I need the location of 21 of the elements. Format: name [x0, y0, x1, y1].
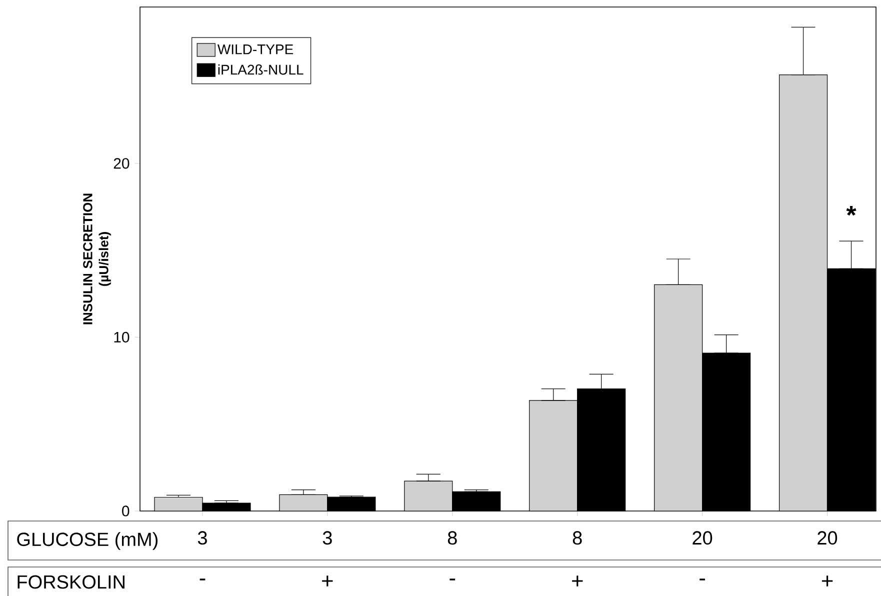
y-tick-label: 0	[122, 506, 130, 516]
x-axis-title: GLUCOSE (mM)	[17, 532, 158, 550]
text: -	[450, 578, 456, 580]
x-tick-label: 20	[818, 531, 838, 545]
x-tick-label: 3	[198, 531, 207, 545]
x-tick-label: 3	[322, 531, 332, 545]
text: +	[822, 576, 833, 586]
text: -	[200, 578, 206, 580]
legend-label: iPLA2ß-NULL	[218, 64, 304, 75]
y-tick-label: 10	[114, 332, 130, 342]
text: +	[322, 576, 333, 586]
x-tick-label: 20	[692, 531, 712, 545]
text: +	[572, 576, 583, 586]
x-tick-label: 8	[572, 531, 582, 545]
text: FORSKOLIN	[18, 575, 124, 589]
annotation: *	[846, 206, 856, 216]
y-axis-title: INSULIN SECRETION (µU/islet)	[83, 194, 111, 324]
text: -	[700, 578, 705, 580]
x-tick-label: 8	[448, 531, 457, 545]
legend-label: WILD-TYPE	[217, 44, 294, 54]
y-tick-label: 20	[114, 158, 130, 169]
